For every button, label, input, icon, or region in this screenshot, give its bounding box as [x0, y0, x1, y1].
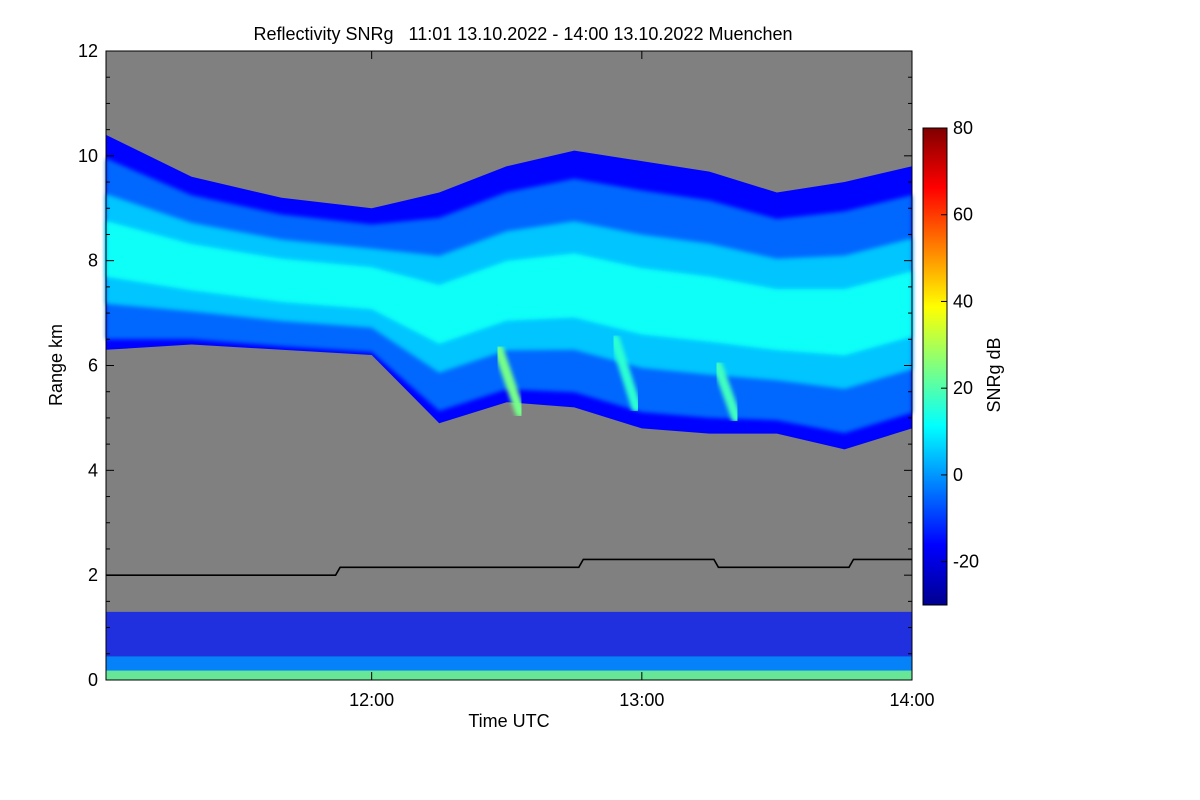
x-tick-label: 12:00	[349, 690, 394, 710]
echo-streak-2	[712, 360, 742, 423]
y-tick-label: 10	[78, 146, 98, 166]
colorbar-ticks: -20 0 20 40 60 80	[941, 118, 979, 572]
y-tick-label: 12	[78, 41, 98, 61]
echo-layer	[106, 134, 912, 680]
colorbar-tick-label: 80	[953, 118, 973, 138]
colorbar-tick-label: 40	[953, 291, 973, 311]
x-axis-label: Time UTC	[468, 711, 549, 731]
y-tick-label: 6	[88, 356, 98, 376]
echo-streak-1	[493, 344, 526, 418]
y-axis-label: Range km	[46, 324, 66, 406]
x-axis: 12:00 13:00 14:00	[349, 51, 935, 710]
x-tick-label: 13:00	[619, 690, 664, 710]
y-axis: 0 2 4 6 8 10 12	[78, 41, 912, 690]
echo-streak-3	[609, 334, 642, 413]
colorbar-label: SNRg dB	[984, 337, 1004, 412]
boundary-layer-line	[106, 558, 912, 576]
y-tick-label: 0	[88, 670, 98, 690]
x-tick-label: 14:00	[889, 690, 934, 710]
y-tick-label: 8	[88, 251, 98, 271]
surface-clutter-peak	[106, 670, 912, 680]
y-tick-label: 4	[88, 460, 98, 480]
y-tick-label: 2	[88, 565, 98, 585]
colorbar	[922, 127, 948, 606]
colorbar-tick-label: 20	[953, 378, 973, 398]
chart-title: Reflectivity SNRg 11:01 13.10.2022 - 14:…	[253, 24, 792, 44]
colorbar-tick-label: 0	[953, 465, 963, 485]
cloud-core-inner	[106, 220, 912, 356]
colorbar-tick-label: -20	[953, 552, 979, 572]
colorbar-tick-label: 60	[953, 205, 973, 225]
